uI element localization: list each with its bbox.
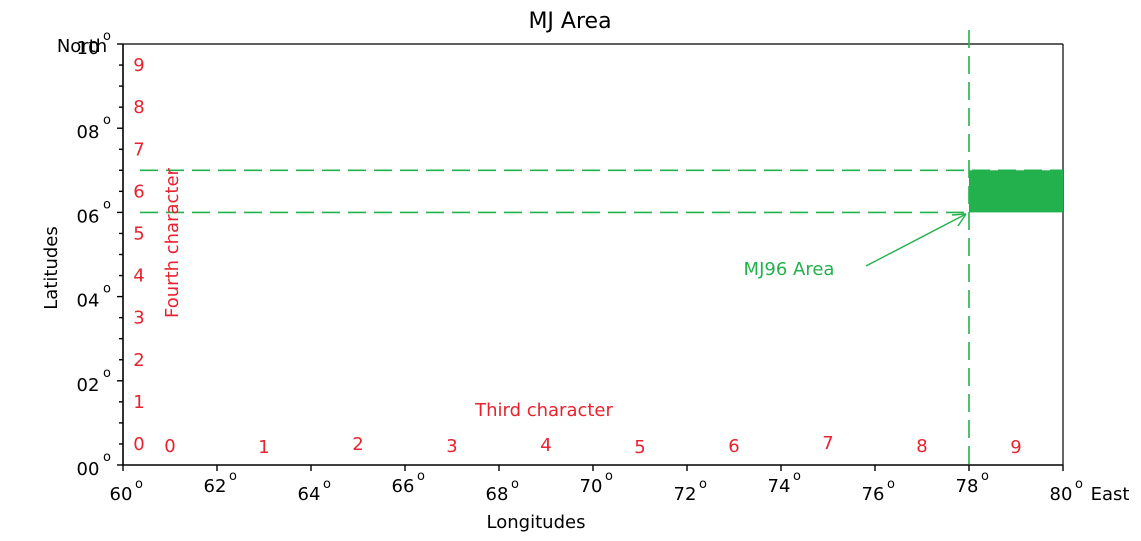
fourth-character-label: Fourth character	[162, 167, 183, 318]
x-tick-label-group: 80 o	[1050, 477, 1083, 505]
fourth-character-digit: 7	[133, 139, 144, 160]
degree-mark: o	[323, 477, 331, 492]
fourth-character-digit: 2	[133, 350, 144, 371]
third-character-digit: 4	[540, 435, 551, 456]
third-character-digit: 9	[1010, 437, 1021, 458]
degree-mark: o	[103, 366, 111, 381]
x-tick-label-group: 62 o	[204, 469, 237, 497]
third-character-digit: 3	[446, 436, 457, 457]
degree-mark: o	[135, 477, 143, 492]
character-digits: 0 1 2 3 4 5 6 7 8 9 0 1 2 3 4 5 6 7 8 9	[133, 55, 1021, 458]
fourth-character-digit: 9	[133, 55, 144, 76]
x-tick-label-group: 72 o	[674, 477, 707, 505]
degree-mark: o	[1075, 477, 1083, 492]
x-tick-label: 70	[580, 476, 603, 497]
y-axis-end-label: North	[57, 36, 107, 57]
fourth-character-digit: 4	[133, 266, 144, 287]
x-tick-label-group: 70 o	[580, 469, 613, 497]
degree-mark: o	[103, 450, 111, 465]
y-tick-label-group: 04o	[77, 282, 111, 312]
degree-mark: o	[793, 469, 801, 484]
x-tick-label-group: 60 o	[110, 477, 143, 505]
axis-ticks	[117, 43, 1064, 471]
x-tick-label: 72	[674, 484, 697, 505]
x-tick-label-group: 64 o	[298, 477, 331, 505]
x-tick-label: 80	[1050, 484, 1073, 505]
mj96-area-annotation: MJ96 Area	[744, 259, 835, 280]
fourth-character-digit: 0	[133, 434, 144, 455]
degree-mark: o	[103, 29, 111, 44]
x-tick-label: 78	[956, 476, 979, 497]
arrow-head-icon	[951, 213, 967, 227]
degree-mark: o	[605, 469, 613, 484]
y-tick-label: 06	[77, 206, 100, 227]
y-tick-label-group: 10o	[77, 29, 111, 59]
y-tick-label: 10	[77, 38, 100, 59]
y-tick-label-group: 02o	[77, 366, 111, 396]
guide-lines	[140, 30, 1063, 465]
x-tick-label: 62	[204, 476, 227, 497]
mj96-arrow-icon	[865, 213, 967, 267]
x-tick-label: 64	[298, 484, 321, 505]
x-tick-label: 66	[392, 476, 415, 497]
mj96-highlight-area	[969, 170, 1063, 213]
x-tick-label-group: 74 o	[768, 469, 801, 497]
fourth-character-digit: 3	[133, 308, 144, 329]
x-tick-label: 68	[486, 484, 509, 505]
x-axis-title: Longitudes	[487, 512, 586, 533]
x-tick-label-group: 66 o	[392, 469, 425, 497]
y-tick-label: 00	[77, 459, 100, 480]
x-tick-label: 60	[110, 484, 133, 505]
third-character-digit: 8	[916, 436, 927, 457]
y-tick-label-group: 06o	[77, 197, 111, 227]
axis-tick-labels: 60 o 62 o64 o 66 o68 o 70 o72 o 74 o76 o 78 o80 o East00o…	[57, 29, 1130, 505]
x-tick-label-group: 68 o	[486, 477, 519, 505]
degree-mark: o	[417, 469, 425, 484]
y-tick-label: 02	[77, 375, 100, 396]
degree-mark: o	[103, 113, 111, 128]
x-tick-label-group: 78 o	[956, 469, 989, 497]
fourth-character-digit: 6	[133, 181, 144, 202]
third-character-digit: 7	[822, 433, 833, 454]
degree-mark: o	[103, 282, 111, 297]
degree-mark: o	[511, 477, 519, 492]
degree-mark: o	[103, 197, 111, 212]
y-tick-label: 04	[77, 291, 100, 312]
third-character-digit: 6	[728, 436, 739, 457]
y-axis-title: Latitudes	[41, 226, 62, 309]
highlight-layer	[969, 170, 1063, 213]
x-tick-label-group: 76 o	[862, 477, 895, 505]
degree-mark: o	[699, 477, 707, 492]
degree-mark: o	[887, 477, 895, 492]
degree-mark: o	[229, 469, 237, 484]
x-tick-label: 74	[768, 476, 791, 497]
fourth-character-digit: 5	[133, 223, 144, 244]
third-character-digit: 1	[258, 437, 269, 458]
third-character-digit: 2	[352, 434, 363, 455]
x-axis-end-label: East	[1091, 484, 1130, 505]
third-character-digit: 5	[634, 437, 645, 458]
fourth-character-digit: 8	[133, 97, 144, 118]
degree-mark: o	[981, 469, 989, 484]
diagram-title: MJ Area	[528, 9, 611, 34]
y-tick-label-group: 08o	[77, 113, 111, 143]
y-tick-label: 08	[77, 122, 100, 143]
y-tick-label-group: 00o	[77, 450, 111, 480]
third-character-label: Third character	[474, 400, 613, 421]
x-tick-label: 76	[862, 484, 885, 505]
third-character-digit: 0	[164, 436, 175, 457]
fourth-character-digit: 1	[133, 392, 144, 413]
